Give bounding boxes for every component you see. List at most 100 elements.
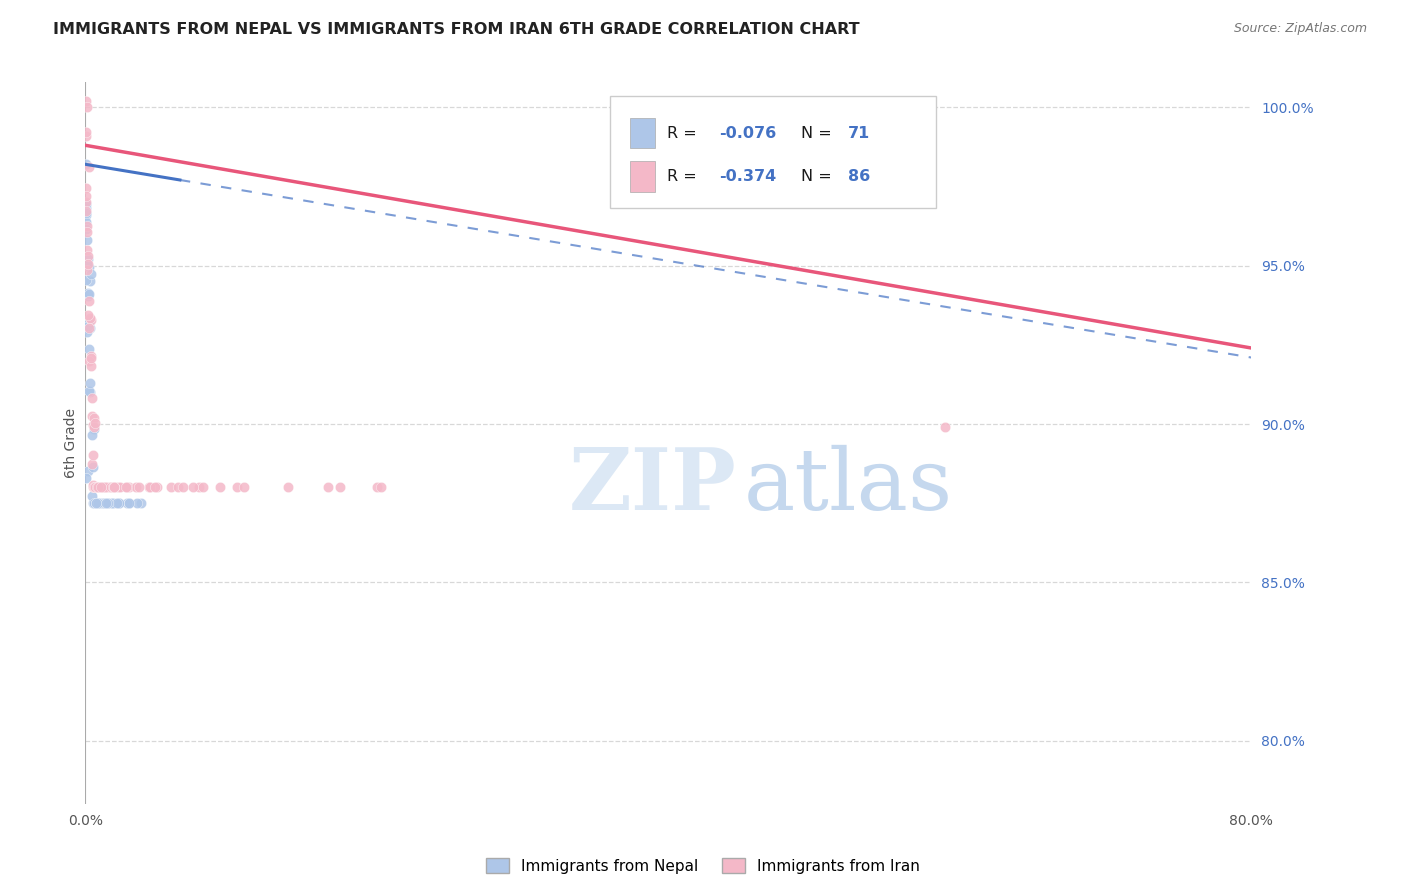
Point	[934, 420, 956, 434]
Point	[98, 480, 121, 494]
Legend: Immigrants from Nepal, Immigrants from Iran: Immigrants from Nepal, Immigrants from I…	[481, 852, 925, 880]
Point	[83, 480, 105, 494]
Point	[77, 249, 100, 263]
Point	[79, 294, 101, 309]
Point	[79, 351, 101, 365]
Point	[181, 480, 204, 494]
Point	[101, 496, 124, 510]
Point	[366, 480, 388, 494]
FancyBboxPatch shape	[610, 96, 936, 209]
Point	[77, 353, 100, 368]
Point	[83, 496, 105, 510]
Point	[75, 206, 97, 220]
Point	[87, 480, 110, 494]
Point	[91, 496, 114, 510]
Point	[75, 273, 97, 287]
Point	[329, 480, 352, 494]
Point	[80, 267, 103, 281]
Point	[86, 480, 108, 494]
Point	[84, 496, 107, 510]
Point	[77, 252, 100, 267]
Point	[80, 458, 103, 472]
Point	[82, 448, 104, 462]
Point	[87, 496, 110, 510]
Point	[108, 496, 131, 510]
Text: -0.076: -0.076	[720, 126, 776, 141]
Point	[75, 196, 97, 211]
Point	[94, 496, 117, 510]
Text: Source: ZipAtlas.com: Source: ZipAtlas.com	[1233, 22, 1367, 36]
Point	[82, 478, 104, 492]
Point	[75, 203, 97, 218]
Point	[86, 496, 108, 510]
Point	[76, 263, 98, 277]
Point	[146, 480, 169, 494]
Text: -0.374: -0.374	[720, 169, 776, 184]
Point	[79, 311, 101, 326]
Point	[80, 409, 103, 423]
Point	[76, 243, 98, 257]
Point	[79, 384, 101, 399]
Point	[86, 480, 108, 494]
Point	[75, 471, 97, 485]
Point	[208, 480, 231, 494]
Point	[79, 384, 101, 399]
Point	[193, 480, 215, 494]
Point	[107, 496, 129, 510]
Point	[96, 496, 118, 510]
Point	[75, 208, 97, 222]
Point	[87, 480, 110, 494]
Point	[79, 349, 101, 363]
Point	[107, 480, 129, 494]
Point	[77, 464, 100, 478]
Point	[96, 480, 118, 494]
Point	[80, 359, 103, 374]
Point	[86, 496, 108, 510]
Point	[86, 480, 108, 494]
Point	[75, 194, 97, 209]
Point	[370, 480, 392, 494]
Point	[86, 480, 108, 494]
Point	[90, 480, 112, 494]
Point	[277, 480, 299, 494]
Point	[97, 496, 120, 510]
Point	[103, 480, 125, 494]
Point	[101, 496, 124, 510]
Point	[75, 128, 97, 143]
Point	[101, 496, 124, 510]
Point	[77, 322, 100, 336]
Point	[76, 325, 98, 339]
Point	[82, 391, 104, 405]
Point	[75, 202, 97, 216]
Point	[75, 214, 97, 228]
Point	[87, 496, 110, 510]
Point	[117, 496, 139, 510]
Point	[87, 496, 110, 510]
Point	[77, 342, 100, 356]
Text: R =: R =	[666, 169, 702, 184]
Point	[87, 480, 110, 494]
Point	[87, 496, 110, 510]
Y-axis label: 6th Grade: 6th Grade	[65, 408, 79, 478]
Point	[96, 496, 118, 510]
Point	[84, 416, 107, 430]
Point	[128, 480, 150, 494]
Point	[118, 496, 141, 510]
Point	[118, 480, 141, 494]
Text: atlas: atlas	[744, 445, 953, 528]
Point	[83, 411, 105, 425]
Point	[76, 308, 98, 322]
Point	[75, 94, 97, 108]
Point	[96, 496, 118, 510]
Point	[79, 321, 101, 335]
Point	[101, 480, 124, 494]
Point	[232, 480, 254, 494]
FancyBboxPatch shape	[630, 118, 655, 148]
Text: 86: 86	[848, 169, 870, 184]
Point	[93, 496, 115, 510]
Point	[76, 318, 98, 333]
Point	[316, 480, 339, 494]
Point	[77, 320, 100, 334]
Point	[82, 459, 104, 474]
Point	[110, 480, 132, 494]
